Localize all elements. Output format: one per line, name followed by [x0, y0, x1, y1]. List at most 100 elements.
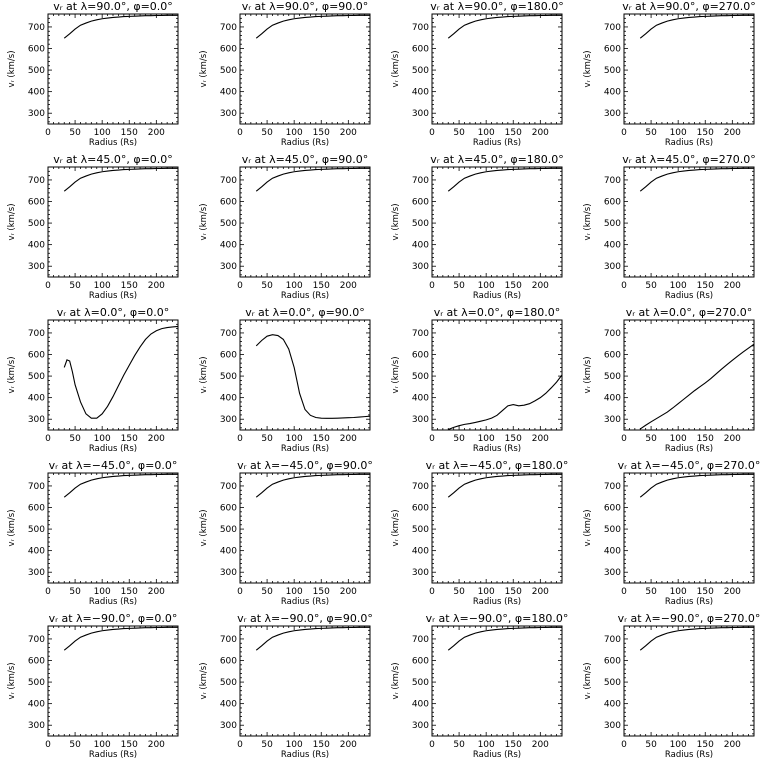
x-tick-label: 200	[340, 281, 357, 291]
y-tick-label: 600	[220, 351, 237, 361]
chart-title: vᵣ at λ=−45.0°, φ=90.0°	[237, 459, 373, 472]
x-tick-label: 150	[697, 128, 714, 138]
x-tick-label: 0	[429, 587, 435, 597]
chart-svg: vᵣ at λ=0.0°, φ=270.0° 0 50 100 150 200 300 400…	[583, 306, 755, 454]
chart-svg: vᵣ at λ=90.0°, φ=180.0° 0 50 100 150 200 300 40…	[391, 0, 564, 148]
x-tick-label: 150	[697, 281, 714, 291]
x-axis-label: Radius (Rs)	[665, 597, 713, 607]
y-tick-label: 400	[604, 88, 621, 98]
chart-title: vᵣ at λ=−90.0°, φ=270.0°	[618, 612, 761, 625]
x-tick-label: 150	[505, 587, 522, 597]
x-tick-label: 150	[505, 128, 522, 138]
x-tick-label: 0	[429, 128, 435, 138]
chart-svg: vᵣ at λ=−45.0°, φ=180.0° 0 50 100 150 200 300 4…	[391, 459, 568, 607]
x-tick-label: 0	[621, 128, 627, 138]
x-tick-label: 200	[148, 281, 165, 291]
x-tick-label: 150	[697, 434, 714, 444]
y-tick-label: 300	[604, 415, 621, 425]
chart-panel: vᵣ at λ=0.0°, φ=90.0° 0 50 100 150 200 300 400 5…	[192, 306, 384, 459]
chart-svg: vᵣ at λ=−90.0°, φ=270.0° 0 50 100 150 200 300 4…	[583, 612, 761, 760]
y-tick-label: 700	[28, 176, 45, 186]
chart-svg: vᵣ at λ=−45.0°, φ=0.0° 0 50 100 150 200 300 400…	[7, 459, 179, 607]
x-tick-label: 0	[45, 281, 51, 291]
chart-svg: vᵣ at λ=−90.0°, φ=180.0° 0 50 100 150 200 300 4…	[391, 612, 568, 760]
y-tick-label: 400	[28, 700, 45, 710]
x-tick-label: 0	[621, 740, 627, 750]
x-tick-label: 100	[286, 740, 303, 750]
chart-panel: vᵣ at λ=−90.0°, φ=90.0° 0 50 100 150 200 300 40…	[192, 612, 384, 765]
x-tick-label: 50	[645, 281, 657, 291]
y-axis-label: vᵣ (km/s)	[391, 662, 401, 699]
series-line	[448, 374, 563, 431]
y-tick-label: 600	[412, 351, 429, 361]
x-axis-label: Radius (Rs)	[281, 597, 329, 607]
y-tick-label: 300	[604, 721, 621, 731]
y-tick-label: 700	[28, 482, 45, 492]
chart-title: vᵣ at λ=0.0°, φ=90.0°	[245, 306, 365, 319]
x-tick-label: 100	[94, 740, 111, 750]
x-tick-label: 50	[645, 740, 657, 750]
y-tick-label: 500	[604, 66, 621, 76]
y-tick-label: 700	[412, 635, 429, 645]
y-tick-label: 400	[220, 241, 237, 251]
series-line	[447, 167, 562, 192]
x-tick-label: 200	[724, 128, 741, 138]
y-tick-label: 600	[220, 657, 237, 667]
x-axis-label: Radius (Rs)	[89, 138, 137, 148]
chart-panel: vᵣ at λ=−45.0°, φ=180.0° 0 50 100 150 200 300 4…	[384, 459, 576, 612]
plot-frame	[47, 472, 179, 584]
y-tick-label: 300	[28, 415, 45, 425]
series-line	[63, 473, 178, 498]
x-tick-label: 50	[69, 128, 81, 138]
y-axis-label: vᵣ (km/s)	[7, 509, 17, 546]
y-tick-label: 500	[220, 678, 237, 688]
y-axis-label: vᵣ (km/s)	[199, 356, 209, 393]
x-tick-label: 200	[148, 587, 165, 597]
y-axis-label: vᵣ (km/s)	[583, 356, 593, 393]
x-tick-label: 0	[45, 740, 51, 750]
y-tick-label: 400	[604, 547, 621, 557]
y-tick-label: 400	[220, 88, 237, 98]
x-tick-label: 100	[286, 587, 303, 597]
x-tick-label: 0	[237, 587, 243, 597]
chart-panel: vᵣ at λ=−90.0°, φ=270.0° 0 50 100 150 200 300 4…	[576, 612, 768, 765]
y-axis-label: vᵣ (km/s)	[7, 662, 17, 699]
y-tick-label: 700	[28, 635, 45, 645]
y-tick-label: 600	[28, 657, 45, 667]
y-tick-label: 500	[220, 66, 237, 76]
chart-panel: vᵣ at λ=−45.0°, φ=0.0° 0 50 100 150 200 300 400…	[0, 459, 192, 612]
chart-svg: vᵣ at λ=−90.0°, φ=0.0° 0 50 100 150 200 300 400…	[7, 612, 179, 760]
y-axis-label: vᵣ (km/s)	[583, 509, 593, 546]
x-tick-label: 100	[478, 434, 495, 444]
chart-svg: vᵣ at λ=45.0°, φ=0.0° 0 50 100 150 200 300 400 5…	[7, 153, 179, 301]
y-tick-label: 500	[28, 678, 45, 688]
y-tick-label: 300	[412, 721, 429, 731]
x-tick-label: 50	[69, 281, 81, 291]
x-tick-label: 50	[69, 587, 81, 597]
y-tick-label: 700	[604, 482, 621, 492]
chart-panel: vᵣ at λ=−90.0°, φ=0.0° 0 50 100 150 200 300 400…	[0, 612, 192, 765]
x-tick-label: 0	[45, 434, 51, 444]
chart-svg: vᵣ at λ=0.0°, φ=0.0° 0 50 100 150 200 300 400 50…	[7, 306, 179, 454]
x-tick-label: 100	[286, 434, 303, 444]
x-axis-label: Radius (Rs)	[89, 444, 137, 454]
y-tick-label: 700	[28, 23, 45, 33]
x-tick-label: 50	[453, 128, 465, 138]
series-line	[639, 626, 754, 651]
plot-frame	[239, 319, 371, 431]
x-axis-label: Radius (Rs)	[89, 291, 137, 301]
y-tick-label: 300	[604, 568, 621, 578]
x-axis-label: Radius (Rs)	[281, 444, 329, 454]
y-tick-label: 700	[412, 482, 429, 492]
x-axis-label: Radius (Rs)	[89, 750, 137, 760]
chart-panel: vᵣ at λ=90.0°, φ=90.0° 0 50 100 150 200 300 400…	[192, 0, 384, 153]
y-tick-label: 300	[220, 568, 237, 578]
y-tick-label: 300	[220, 721, 237, 731]
series-line	[63, 325, 179, 419]
x-tick-label: 150	[697, 740, 714, 750]
y-tick-label: 500	[28, 525, 45, 535]
y-tick-label: 300	[604, 262, 621, 272]
y-tick-label: 300	[220, 262, 237, 272]
chart-panel: vᵣ at λ=−90.0°, φ=180.0° 0 50 100 150 200 300 4…	[384, 612, 576, 765]
chart-svg: vᵣ at λ=0.0°, φ=180.0° 0 50 100 150 200 300 400…	[391, 306, 563, 454]
